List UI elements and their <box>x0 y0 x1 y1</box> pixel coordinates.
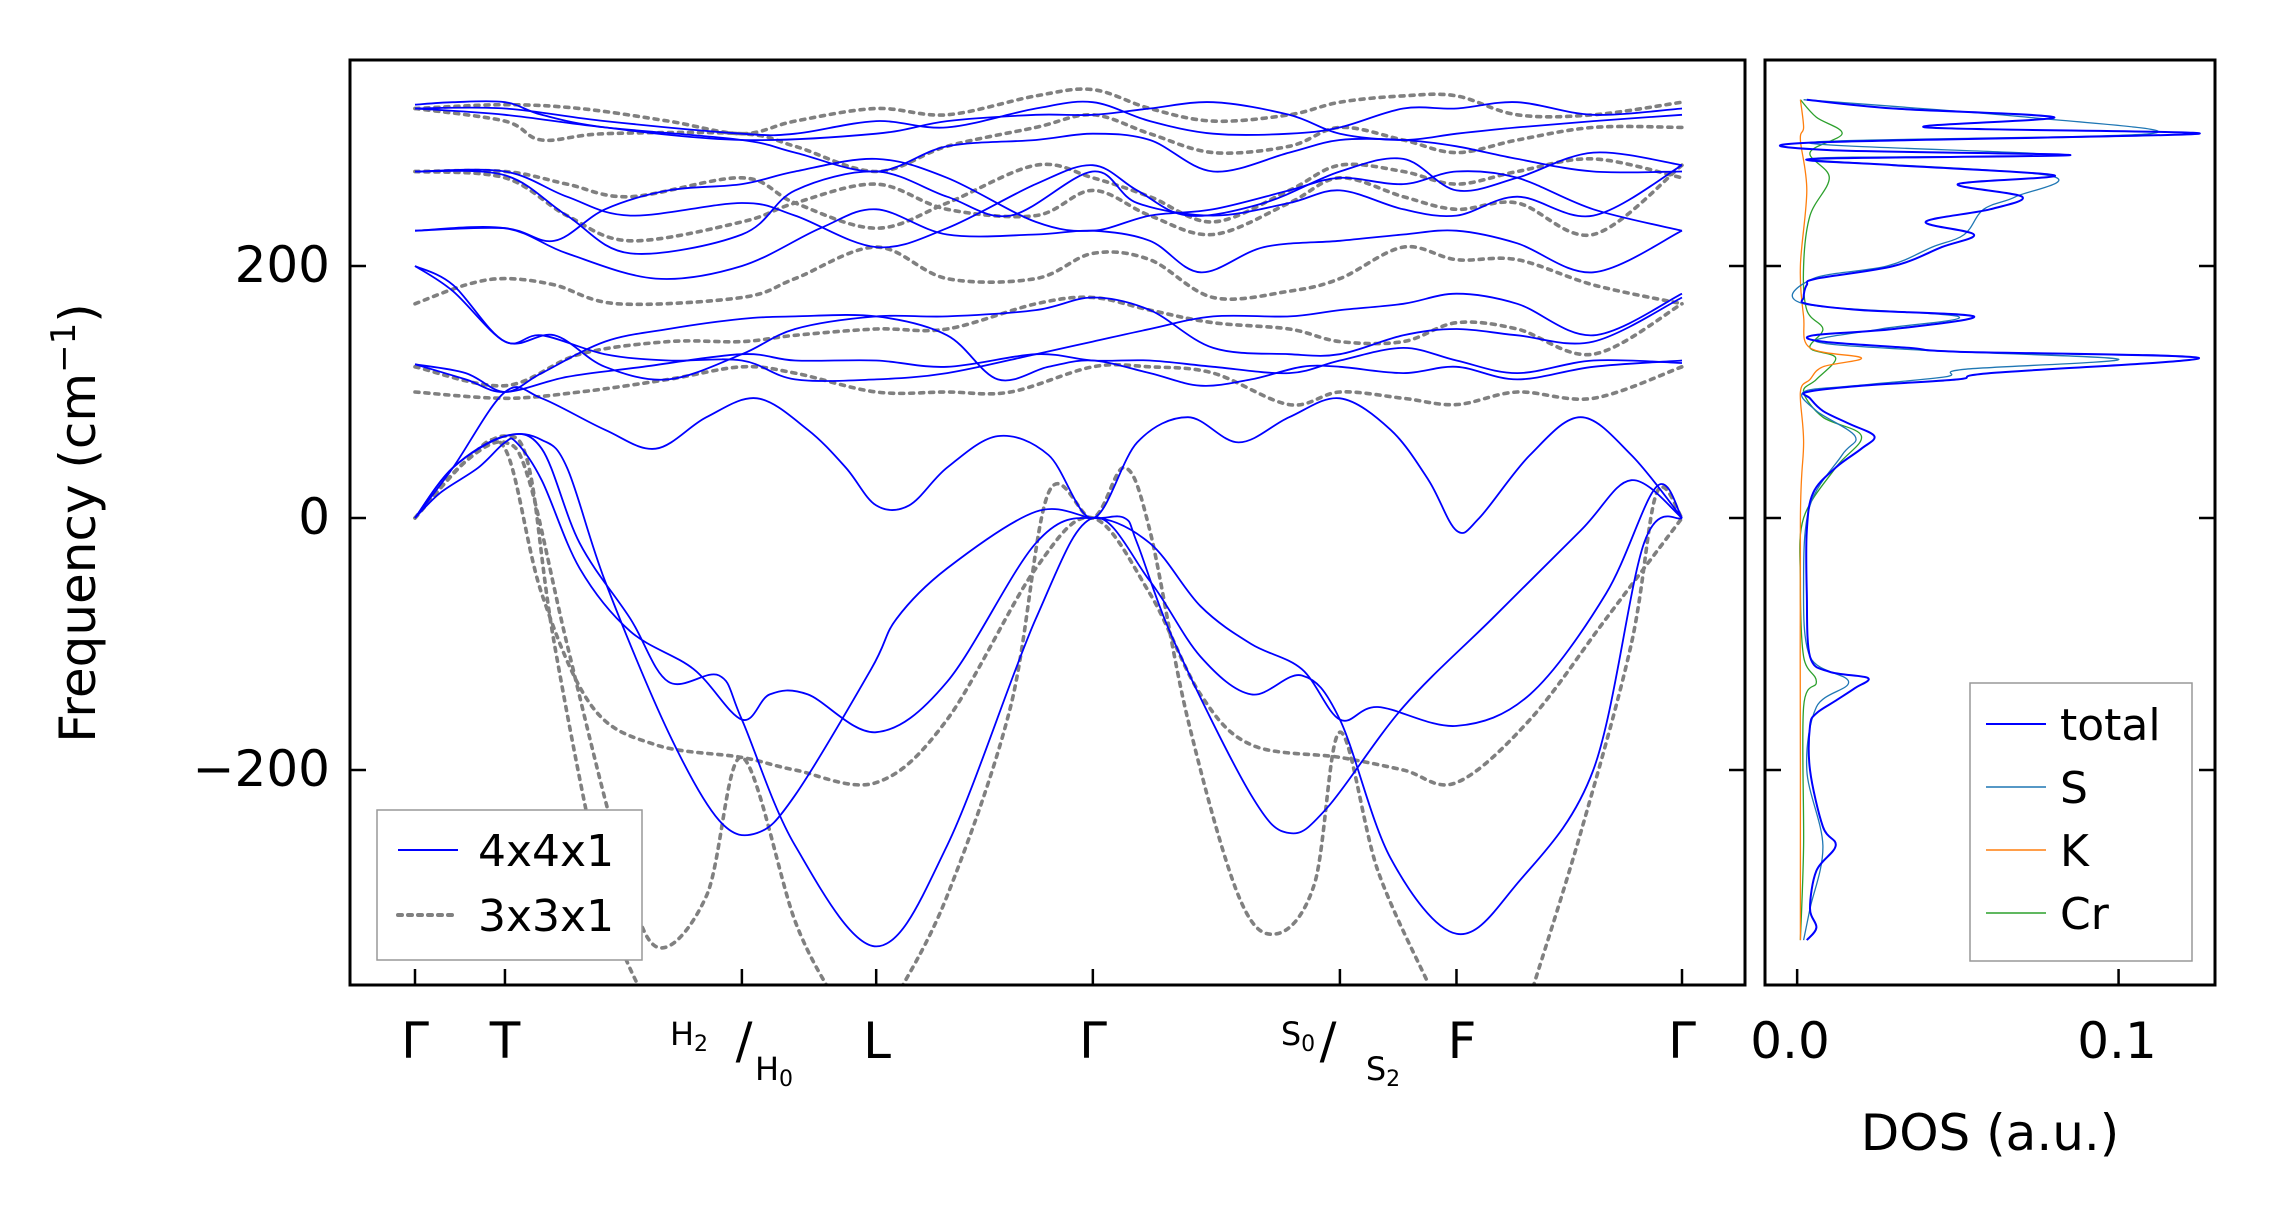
svg-text:/: / <box>736 1012 753 1070</box>
band-panel: 200 0 −200 Frequency (cm−1) Γ T H2 / H0 … <box>44 58 1747 1092</box>
svg-text:H0: H0 <box>755 1050 793 1092</box>
band-lines <box>413 87 1684 985</box>
xtick-label-gamma-2: Γ <box>1079 1012 1107 1070</box>
dos-ticks <box>1765 264 2215 985</box>
band-4x4x1-13 <box>414 107 1683 174</box>
band-4x4x1-4 <box>414 386 1683 534</box>
band-4x4x1-14 <box>414 100 1683 137</box>
dos-line-k <box>1799 99 1863 941</box>
band-4x4x1-3 <box>414 437 1683 734</box>
band-legend-box <box>376 809 643 961</box>
dos-lines <box>1779 98 2201 941</box>
band-3x3x1-3 <box>413 437 1684 787</box>
svg-text:/: / <box>1320 1012 1337 1070</box>
band-3x3x1-9 <box>413 163 1684 243</box>
svg-text:H2: H2 <box>670 1015 708 1057</box>
dos-x-axis-label: DOS (a.u.) <box>1861 1104 2120 1162</box>
ytick-label-200: 200 <box>235 236 330 294</box>
dos-panel: 0.0 0.1 DOS (a.u.) total S K Cr <box>1750 58 2217 1162</box>
legend-label-4x4x1: 4x4x1 <box>478 826 614 877</box>
legend-label-cr: Cr <box>2060 889 2110 940</box>
band-4x4x1-5 <box>414 346 1683 393</box>
band-legend: 4x4x1 3x3x1 <box>376 809 643 961</box>
band-3x3x1-11 <box>413 106 1684 174</box>
ytick-label-0: 0 <box>298 488 330 546</box>
band-3x3x1-12 <box>413 87 1684 136</box>
dos-line-cr <box>1799 99 1863 941</box>
dos-xtick-label-0: 0.0 <box>1750 1012 1830 1070</box>
dos-legend-box <box>1969 682 2193 962</box>
dos-line-total <box>1779 98 2201 941</box>
band-3x3x1-5 <box>1531 485 1684 985</box>
legend-label-3x3x1: 3x3x1 <box>478 891 614 942</box>
legend-label-k: K <box>2060 826 2090 877</box>
dos-panel-frame <box>1763 58 2217 987</box>
band-panel-frame <box>348 58 1747 987</box>
xtick-label-s0-s2: S0 / S2 <box>1281 1012 1400 1092</box>
band-4x4x1-1 <box>414 432 1683 837</box>
band-3x3x1-6 <box>413 362 1684 407</box>
xtick-label-f: F <box>1448 1012 1477 1070</box>
legend-label-total: total <box>2060 700 2161 751</box>
ytick-label-minus200: −200 <box>193 740 330 798</box>
band-4x4x1-15 <box>414 100 1683 142</box>
xtick-label-gamma-1: Γ <box>401 1012 429 1070</box>
xtick-label-h2-h0: H2 / H0 <box>670 1012 793 1092</box>
dos-legend: total S K Cr <box>1969 682 2193 962</box>
band-ticks <box>350 264 1745 985</box>
xtick-label-l: L <box>863 1012 891 1070</box>
dos-xtick-label-0.1: 0.1 <box>2077 1012 2157 1070</box>
svg-text:S0: S0 <box>1281 1015 1315 1057</box>
xtick-label-gamma-3: Γ <box>1668 1012 1696 1070</box>
band-3x3x1-10 <box>413 157 1684 231</box>
y-axis-label: Frequency (cm−1) <box>44 303 107 743</box>
band-4x4x1-10 <box>414 157 1683 243</box>
band-3x3x1-7 <box>413 295 1684 388</box>
band-4x4x1-11 <box>414 164 1683 255</box>
band-4x4x1-12 <box>414 151 1683 249</box>
svg-text:S2: S2 <box>1366 1050 1400 1092</box>
band-4x4x1-2 <box>414 433 1683 948</box>
band-4x4x1-6 <box>414 314 1683 393</box>
legend-label-s: S <box>2060 763 2088 814</box>
band-3x3x1-8 <box>413 244 1684 307</box>
band-4x4x1-8 <box>414 265 1683 381</box>
xtick-label-t: T <box>489 1012 521 1070</box>
band-3x3x1-4 <box>900 465 1431 985</box>
